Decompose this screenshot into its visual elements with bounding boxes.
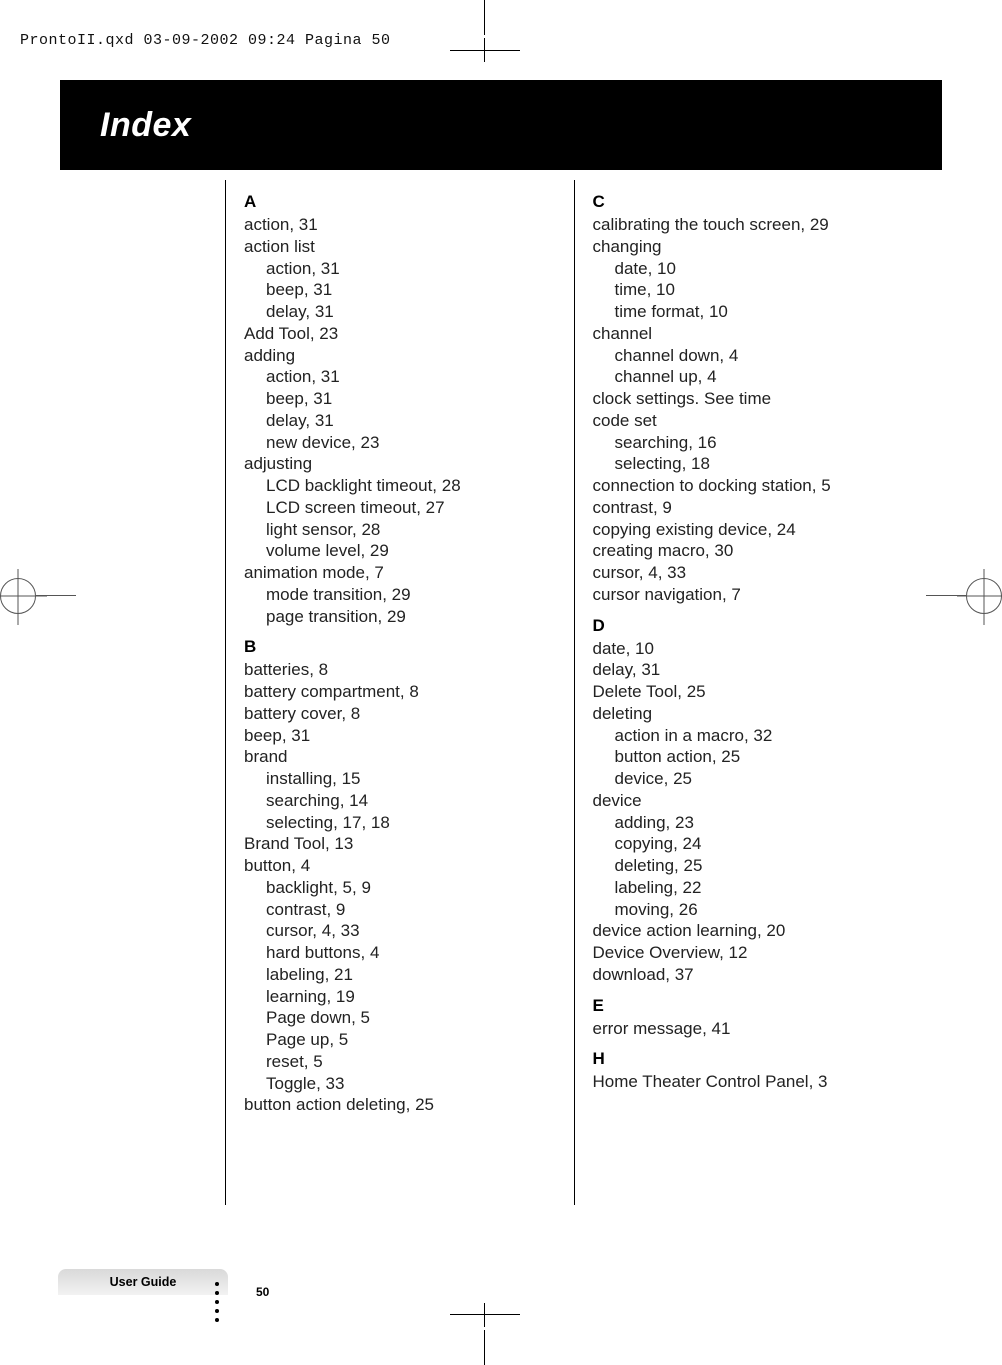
index-entry: animation mode, 7 — [244, 562, 556, 584]
index-entry: deleting, 25 — [593, 855, 905, 877]
index-entry: battery cover, 8 — [244, 703, 556, 725]
index-entry: Page down, 5 — [244, 1007, 556, 1029]
index-entry: date, 10 — [593, 638, 905, 660]
index-entry: device — [593, 790, 905, 812]
index-entry: channel — [593, 323, 905, 345]
index-entry: Device Overview, 12 — [593, 942, 905, 964]
index-entry: cursor navigation, 7 — [593, 584, 905, 606]
index-entry: page transition, 29 — [244, 606, 556, 628]
index-entry: button, 4 — [244, 855, 556, 877]
index-entry: cursor, 4, 33 — [593, 562, 905, 584]
index-section-head: H — [593, 1049, 905, 1069]
registration-mark-left — [0, 578, 36, 614]
index-entry: device action learning, 20 — [593, 920, 905, 942]
index-entry: download, 37 — [593, 964, 905, 986]
index-entry: Delete Tool, 25 — [593, 681, 905, 703]
registration-mark-top — [450, 0, 520, 60]
title-bar: Index — [60, 80, 942, 170]
footer-label: User Guide — [58, 1269, 228, 1295]
registration-mark-right — [966, 578, 1002, 614]
index-entry: new device, 23 — [244, 432, 556, 454]
index-entry: beep, 31 — [244, 388, 556, 410]
registration-mark-bottom — [450, 1305, 520, 1365]
index-entry: cursor, 4, 33 — [244, 920, 556, 942]
index-entry: beep, 31 — [244, 725, 556, 747]
index-entry: adding — [244, 345, 556, 367]
index-entry: labeling, 22 — [593, 877, 905, 899]
index-entry: battery compartment, 8 — [244, 681, 556, 703]
index-entry: brand — [244, 746, 556, 768]
index-entry: action, 31 — [244, 366, 556, 388]
index-entry: beep, 31 — [244, 279, 556, 301]
index-entry: contrast, 9 — [593, 497, 905, 519]
index-entry: error message, 41 — [593, 1018, 905, 1040]
index-column-right: Ccalibrating the touch screen, 29changin… — [574, 180, 923, 1205]
index-entry: time, 10 — [593, 279, 905, 301]
index-entry: action list — [244, 236, 556, 258]
index-entry: installing, 15 — [244, 768, 556, 790]
index-entry: labeling, 21 — [244, 964, 556, 986]
index-entry: adding, 23 — [593, 812, 905, 834]
footer: User Guide — [58, 1269, 228, 1295]
index-section-head: B — [244, 637, 556, 657]
index-entry: learning, 19 — [244, 986, 556, 1008]
page-number: 50 — [256, 1285, 269, 1299]
index-entry: contrast, 9 — [244, 899, 556, 921]
index-entry: action, 31 — [244, 214, 556, 236]
footer-dots-icon — [215, 1277, 225, 1327]
index-entry: Toggle, 33 — [244, 1073, 556, 1095]
index-entry: changing — [593, 236, 905, 258]
index-entry: reset, 5 — [244, 1051, 556, 1073]
index-entry: Page up, 5 — [244, 1029, 556, 1051]
index-entry: batteries, 8 — [244, 659, 556, 681]
index-section-head: C — [593, 192, 905, 212]
index-entry: copying existing device, 24 — [593, 519, 905, 541]
index-entry: moving, 26 — [593, 899, 905, 921]
index-entry: mode transition, 29 — [244, 584, 556, 606]
index-entry: action, 31 — [244, 258, 556, 280]
index-entry: copying, 24 — [593, 833, 905, 855]
index-entry: delay, 31 — [244, 301, 556, 323]
index-entry: Brand Tool, 13 — [244, 833, 556, 855]
index-entry: button action, 25 — [593, 746, 905, 768]
file-header: ProntoII.qxd 03-09-2002 09:24 Pagina 50 — [20, 32, 391, 49]
index-entry: delay, 31 — [593, 659, 905, 681]
index-entry: device, 25 — [593, 768, 905, 790]
index-entry: volume level, 29 — [244, 540, 556, 562]
index-column-left: Aaction, 31action listaction, 31beep, 31… — [225, 180, 574, 1205]
index-entry: channel down, 4 — [593, 345, 905, 367]
page-title: Index — [60, 80, 942, 170]
index-entry: Home Theater Control Panel, 3 — [593, 1071, 905, 1093]
index-entry: hard buttons, 4 — [244, 942, 556, 964]
index-entry: action in a macro, 32 — [593, 725, 905, 747]
index-entry: calibrating the touch screen, 29 — [593, 214, 905, 236]
index-entry: channel up, 4 — [593, 366, 905, 388]
index-entry: light sensor, 28 — [244, 519, 556, 541]
index-section-head: E — [593, 996, 905, 1016]
index-entry: LCD screen timeout, 27 — [244, 497, 556, 519]
index-entry: delay, 31 — [244, 410, 556, 432]
index-entry: selecting, 17, 18 — [244, 812, 556, 834]
index-entry: connection to docking station, 5 — [593, 475, 905, 497]
index-section-head: A — [244, 192, 556, 212]
index-entry: code set — [593, 410, 905, 432]
index-entry: selecting, 18 — [593, 453, 905, 475]
index-entry: backlight, 5, 9 — [244, 877, 556, 899]
index-entry: Add Tool, 23 — [244, 323, 556, 345]
index-entry: LCD backlight timeout, 28 — [244, 475, 556, 497]
index-section-head: D — [593, 616, 905, 636]
index-entry: time format, 10 — [593, 301, 905, 323]
index-entry: clock settings. See time — [593, 388, 905, 410]
index-entry: creating macro, 30 — [593, 540, 905, 562]
index-entry: adjusting — [244, 453, 556, 475]
index-entry: searching, 16 — [593, 432, 905, 454]
index-entry: date, 10 — [593, 258, 905, 280]
index-entry: searching, 14 — [244, 790, 556, 812]
index-content: Aaction, 31action listaction, 31beep, 31… — [225, 180, 922, 1205]
index-entry: button action deleting, 25 — [244, 1094, 556, 1116]
index-entry: deleting — [593, 703, 905, 725]
